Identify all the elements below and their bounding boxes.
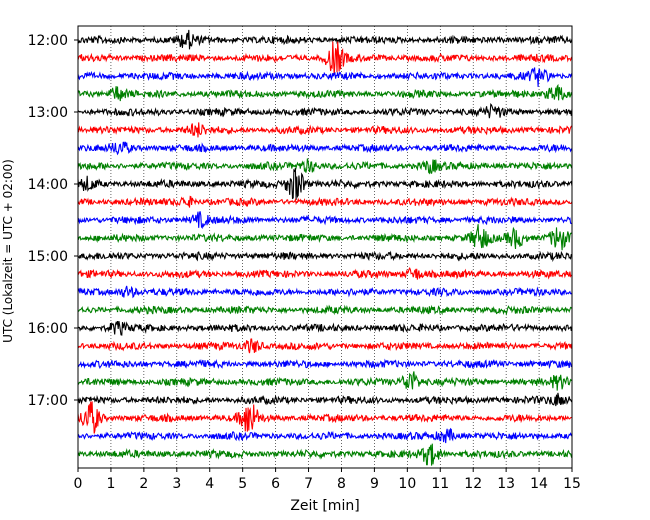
- x-tick-label: 5: [238, 476, 247, 492]
- x-tick-label: 9: [370, 476, 379, 492]
- trace-4: [77, 102, 573, 119]
- trace-16: [77, 320, 573, 336]
- trace-20: [77, 392, 573, 407]
- x-tick-label: 12: [464, 476, 482, 492]
- trace-5: [77, 122, 573, 138]
- x-tick-label: 0: [74, 476, 83, 492]
- x-tick-label: 7: [304, 476, 313, 492]
- trace-12: [77, 250, 573, 263]
- trace-19: [77, 371, 573, 391]
- x-tick-label: 6: [271, 476, 280, 492]
- trace-1: [77, 41, 573, 76]
- trace-0: [77, 29, 573, 50]
- trace-group: [77, 29, 573, 466]
- trace-14: [77, 285, 573, 299]
- y-tick-label: 16:00: [28, 321, 68, 337]
- trace-22: [77, 427, 573, 444]
- y-tick-label: 17:00: [28, 393, 68, 409]
- x-tick-label: 11: [431, 476, 449, 492]
- trace-6: [77, 141, 573, 156]
- x-tick-label: 2: [139, 476, 148, 492]
- x-tick-label: 15: [563, 476, 581, 492]
- y-axis-label: UTC (Lokalzeit = UTC + 02:00): [1, 159, 15, 343]
- x-tick-label: 14: [530, 476, 548, 492]
- x-axis-label: Zeit [min]: [290, 498, 359, 514]
- y-tick-label: 14:00: [28, 177, 68, 193]
- trace-8: [77, 167, 573, 200]
- x-tick-label: 10: [398, 476, 416, 492]
- trace-7: [77, 158, 573, 175]
- trace-2: [77, 67, 573, 87]
- trace-9: [77, 195, 573, 208]
- y-axis: 12:00 13:00 14:00 15:00 16:00 17:00: [28, 33, 78, 409]
- trace-21: [77, 401, 573, 434]
- trace-15: [77, 304, 573, 316]
- trace-10: [77, 211, 573, 229]
- trace-11: [77, 224, 573, 251]
- plot-frame: [77, 25, 573, 469]
- x-axis: 0 1 2 3 4 5 6 7 8 9 10 11 12 13 14 15: [74, 468, 581, 492]
- y-tick-label: 13:00: [28, 105, 68, 121]
- trace-18: [77, 358, 573, 370]
- trace-17: [77, 338, 573, 354]
- trace-23: [77, 443, 573, 466]
- x-tick-label: 8: [337, 476, 346, 492]
- y-tick-label: 12:00: [28, 33, 68, 49]
- x-tick-label: 13: [497, 476, 515, 492]
- x-tick-label: 4: [205, 476, 214, 492]
- x-tick-label: 3: [172, 476, 181, 492]
- trace-3: [77, 83, 573, 102]
- x-tick-label: 1: [106, 476, 115, 492]
- y-tick-label: 15:00: [28, 249, 68, 265]
- trace-13: [77, 267, 573, 280]
